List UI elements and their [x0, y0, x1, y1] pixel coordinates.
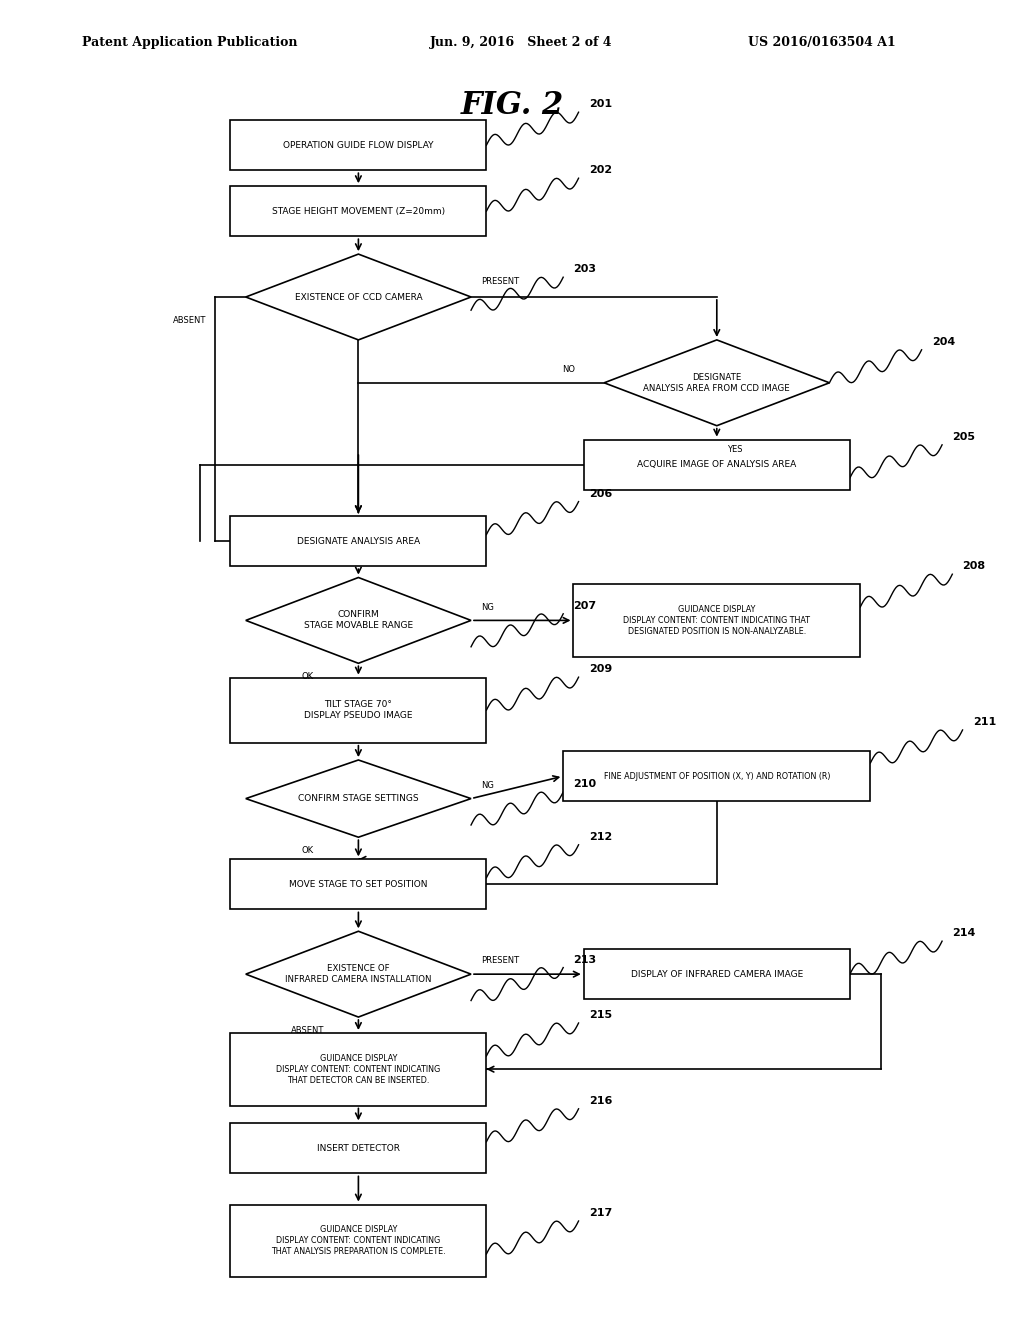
Text: GUIDANCE DISPLAY
DISPLAY CONTENT: CONTENT INDICATING
THAT ANALYSIS PREPARATION I: GUIDANCE DISPLAY DISPLAY CONTENT: CONTEN… — [271, 1225, 445, 1257]
Text: TILT STAGE 70°
DISPLAY PSEUDO IMAGE: TILT STAGE 70° DISPLAY PSEUDO IMAGE — [304, 700, 413, 721]
Text: CONFIRM STAGE SETTINGS: CONFIRM STAGE SETTINGS — [298, 795, 419, 803]
Text: 217: 217 — [589, 1208, 612, 1218]
FancyBboxPatch shape — [230, 1123, 486, 1173]
Text: FINE ADJUSTMENT OF POSITION (X, Y) AND ROTATION (R): FINE ADJUSTMENT OF POSITION (X, Y) AND R… — [603, 772, 830, 780]
Text: NG: NG — [481, 603, 495, 611]
Text: 212: 212 — [589, 832, 612, 842]
Text: 207: 207 — [573, 601, 597, 611]
Text: INSERT DETECTOR: INSERT DETECTOR — [316, 1144, 400, 1152]
FancyBboxPatch shape — [573, 583, 860, 656]
Text: 204: 204 — [932, 337, 955, 347]
Text: OK: OK — [301, 672, 313, 681]
FancyBboxPatch shape — [230, 186, 486, 236]
Text: 214: 214 — [952, 928, 976, 939]
Text: Jun. 9, 2016   Sheet 2 of 4: Jun. 9, 2016 Sheet 2 of 4 — [430, 36, 612, 49]
Polygon shape — [604, 341, 829, 425]
Text: PRESENT: PRESENT — [481, 277, 519, 285]
Text: ACQUIRE IMAGE OF ANALYSIS AREA: ACQUIRE IMAGE OF ANALYSIS AREA — [637, 461, 797, 469]
Text: ABSENT: ABSENT — [173, 317, 206, 325]
Text: 202: 202 — [589, 165, 612, 176]
Text: 215: 215 — [589, 1010, 612, 1020]
Text: GUIDANCE DISPLAY
DISPLAY CONTENT: CONTENT INDICATING
THAT DETECTOR CAN BE INSERT: GUIDANCE DISPLAY DISPLAY CONTENT: CONTEN… — [276, 1053, 440, 1085]
FancyBboxPatch shape — [230, 120, 486, 170]
Text: STAGE HEIGHT MOVEMENT (Z=20mm): STAGE HEIGHT MOVEMENT (Z=20mm) — [271, 207, 445, 215]
Text: 209: 209 — [589, 664, 612, 675]
FancyBboxPatch shape — [230, 677, 486, 743]
Text: 216: 216 — [589, 1096, 612, 1106]
FancyBboxPatch shape — [230, 516, 486, 566]
Text: 210: 210 — [573, 779, 597, 789]
Polygon shape — [246, 578, 471, 663]
Polygon shape — [246, 253, 471, 339]
FancyBboxPatch shape — [230, 1032, 486, 1106]
Text: 205: 205 — [952, 432, 975, 442]
Text: EXISTENCE OF CCD CAMERA: EXISTENCE OF CCD CAMERA — [295, 293, 422, 301]
Text: NO: NO — [562, 366, 574, 374]
Text: 213: 213 — [573, 954, 597, 965]
Text: Patent Application Publication: Patent Application Publication — [82, 36, 297, 49]
Polygon shape — [246, 760, 471, 837]
Text: DISPLAY OF INFRARED CAMERA IMAGE: DISPLAY OF INFRARED CAMERA IMAGE — [631, 970, 803, 978]
FancyBboxPatch shape — [230, 1204, 486, 1278]
Text: CONFIRM
STAGE MOVABLE RANGE: CONFIRM STAGE MOVABLE RANGE — [304, 610, 413, 631]
Text: ABSENT: ABSENT — [291, 1026, 324, 1035]
Text: 203: 203 — [573, 264, 596, 275]
Polygon shape — [246, 932, 471, 1016]
Text: FIG. 2: FIG. 2 — [461, 90, 563, 121]
FancyBboxPatch shape — [230, 859, 486, 909]
FancyBboxPatch shape — [563, 751, 870, 801]
Text: OK: OK — [301, 846, 313, 855]
Text: 206: 206 — [589, 488, 612, 499]
Text: 208: 208 — [963, 561, 986, 572]
Text: DESIGNATE
ANALYSIS AREA FROM CCD IMAGE: DESIGNATE ANALYSIS AREA FROM CCD IMAGE — [643, 372, 791, 393]
FancyBboxPatch shape — [584, 949, 850, 999]
Text: 211: 211 — [973, 717, 996, 727]
Text: MOVE STAGE TO SET POSITION: MOVE STAGE TO SET POSITION — [289, 880, 428, 888]
Text: NG: NG — [481, 781, 495, 789]
Text: YES: YES — [727, 445, 742, 454]
Text: EXISTENCE OF
INFRARED CAMERA INSTALLATION: EXISTENCE OF INFRARED CAMERA INSTALLATIO… — [285, 964, 432, 985]
FancyBboxPatch shape — [584, 440, 850, 490]
Text: DESIGNATE ANALYSIS AREA: DESIGNATE ANALYSIS AREA — [297, 537, 420, 545]
Text: GUIDANCE DISPLAY
DISPLAY CONTENT: CONTENT INDICATING THAT
DESIGNATED POSITION IS: GUIDANCE DISPLAY DISPLAY CONTENT: CONTEN… — [624, 605, 810, 636]
Text: US 2016/0163504 A1: US 2016/0163504 A1 — [748, 36, 895, 49]
Text: OPERATION GUIDE FLOW DISPLAY: OPERATION GUIDE FLOW DISPLAY — [284, 141, 433, 149]
Text: 201: 201 — [589, 99, 612, 110]
Text: PRESENT: PRESENT — [481, 957, 519, 965]
